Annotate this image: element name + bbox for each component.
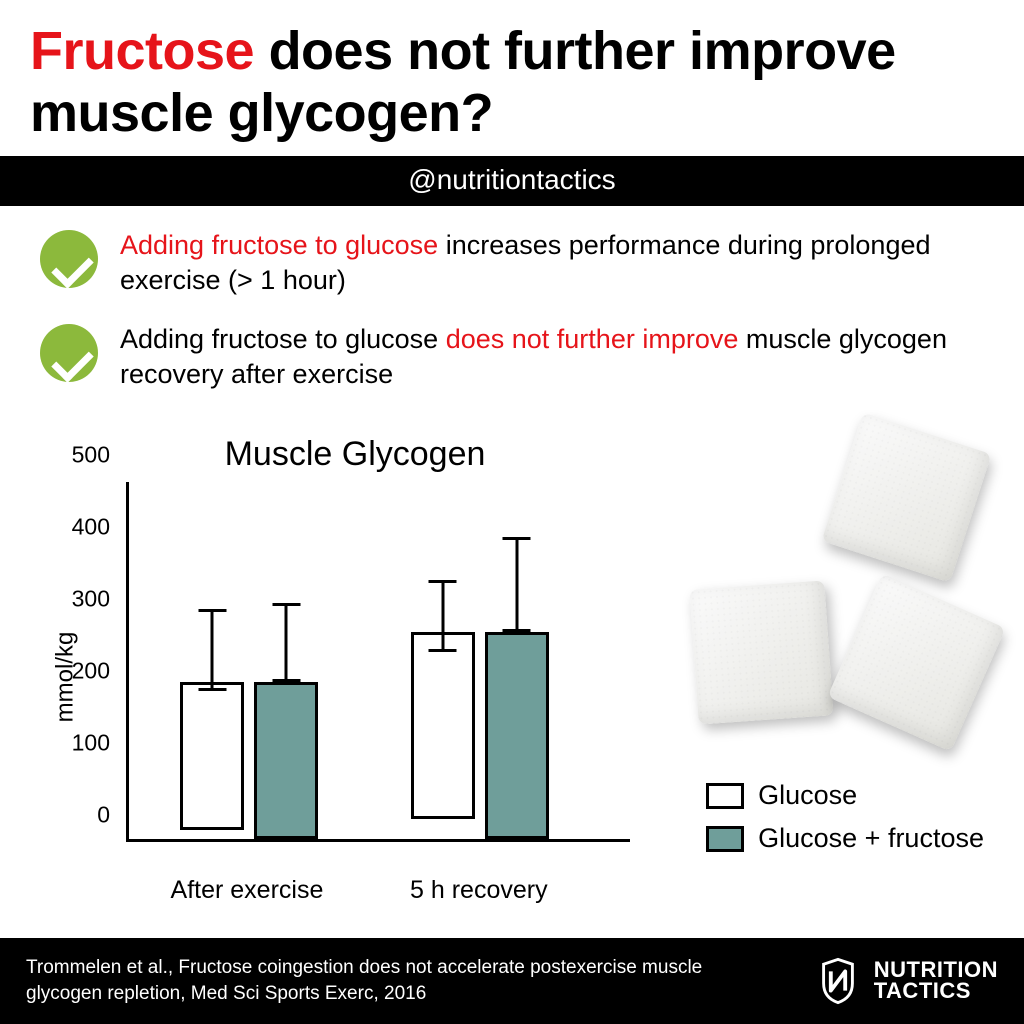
chart-area: mmol/kg 0100200300400500 After exercise5… (30, 482, 640, 872)
y-tick-label: 300 (60, 586, 110, 613)
legend-swatch (706, 783, 744, 809)
y-tick-label: 200 (60, 658, 110, 685)
sugar-cube-icon (821, 412, 991, 582)
brand-block: NUTRITION TACTICS (814, 957, 998, 1005)
error-bar (211, 609, 214, 692)
bullet-list: Adding fructose to glucose increases per… (0, 206, 1024, 426)
legend-item: Glucose (706, 780, 984, 811)
plot-area (126, 482, 630, 842)
bar (411, 632, 475, 819)
bullet-highlight: does not further improve (446, 324, 739, 354)
bullet-highlight: Adding fructose to glucose (120, 230, 438, 260)
sugar-cubes-image (674, 430, 994, 740)
y-tick-label: 400 (60, 514, 110, 541)
brand-line2: TACTICS (874, 981, 998, 1002)
brand-logo-icon (814, 957, 862, 1005)
error-bar (285, 603, 288, 682)
handle-bar: @nutritiontactics (0, 156, 1024, 206)
bar-group (411, 632, 549, 839)
footer-bar: Trommelen et al., Fructose coingestion d… (0, 938, 1024, 1024)
citation-text: Trommelen et al., Fructose coingestion d… (26, 955, 766, 1006)
bar (485, 632, 549, 839)
bar-group (180, 682, 318, 839)
bar (254, 682, 318, 839)
legend-item: Glucose + fructose (706, 823, 984, 854)
check-icon (40, 230, 98, 288)
y-ticks: 0100200300400500 (70, 482, 120, 872)
chart-legend: Glucose Glucose + fructose (706, 780, 984, 866)
headline-highlight: Fructose (30, 21, 254, 81)
bar-chart: Muscle Glycogen mmol/kg 0100200300400500… (30, 435, 640, 915)
sugar-cube-icon (689, 580, 833, 724)
error-bar (515, 537, 518, 632)
error-bar (441, 580, 444, 652)
check-icon (40, 324, 98, 382)
sugar-cube-icon (827, 573, 1005, 751)
bullet-item: Adding fructose to glucose increases per… (40, 228, 984, 298)
brand-name: NUTRITION TACTICS (874, 960, 998, 1002)
chart-title: Muscle Glycogen (30, 435, 640, 474)
social-handle: @nutritiontactics (408, 164, 615, 195)
legend-label: Glucose (758, 780, 857, 811)
bullet-text: Adding fructose to glucose does not furt… (120, 322, 984, 392)
y-tick-label: 100 (60, 730, 110, 757)
y-tick-label: 500 (60, 442, 110, 469)
bullet-text: Adding fructose to glucose increases per… (120, 228, 984, 298)
x-tick-label: 5 h recovery (410, 876, 548, 905)
legend-swatch (706, 826, 744, 852)
y-tick-label: 0 (60, 802, 110, 829)
bullet-item: Adding fructose to glucose does not furt… (40, 322, 984, 392)
x-tick-label: After exercise (171, 876, 324, 905)
bullet-plain: Adding fructose to glucose (120, 324, 446, 354)
headline: Fructose does not further improve muscle… (0, 0, 1024, 156)
legend-label: Glucose + fructose (758, 823, 984, 854)
bar (180, 682, 244, 830)
